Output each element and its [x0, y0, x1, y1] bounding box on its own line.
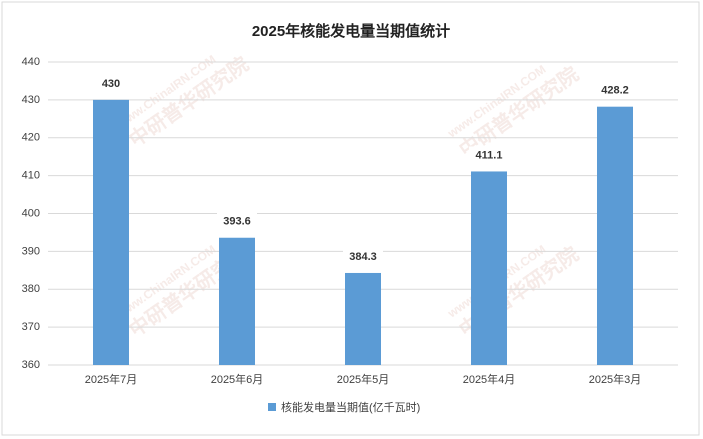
value-label: 430 — [102, 78, 120, 90]
value-label-bg — [217, 212, 257, 229]
x-tick-label: 2025年3月 — [589, 372, 642, 386]
legend-label: 核能发电量当期值(亿千瓦时) — [281, 400, 420, 414]
y-tick-label: 420 — [22, 132, 40, 144]
value-label: 428.2 — [601, 85, 629, 97]
y-tick-label: 370 — [22, 321, 40, 333]
value-label-bg — [469, 146, 509, 163]
y-tick-label: 400 — [22, 207, 40, 219]
bar — [219, 237, 255, 365]
y-tick-label: 380 — [22, 283, 40, 295]
y-tick-label: 390 — [22, 245, 40, 257]
value-label: 384.3 — [349, 251, 377, 263]
x-tick-label: 2025年7月 — [85, 372, 138, 386]
bar — [597, 106, 633, 365]
x-tick-label: 2025年6月 — [211, 372, 264, 386]
value-label: 393.6 — [223, 216, 251, 228]
x-tick-label: 2025年4月 — [463, 372, 516, 386]
value-label: 411.1 — [476, 149, 503, 161]
y-tick-label: 360 — [22, 359, 40, 371]
legend-swatch — [268, 403, 276, 411]
x-tick-label: 2025年5月 — [337, 372, 390, 386]
y-tick-label: 440 — [22, 56, 40, 68]
bar — [345, 272, 381, 365]
value-label-bg — [595, 81, 635, 98]
value-label-bg — [91, 74, 131, 91]
y-tick-label: 430 — [22, 94, 40, 106]
y-tick-label: 410 — [22, 170, 40, 182]
bar — [93, 99, 129, 365]
bar — [471, 171, 507, 365]
value-label-bg — [343, 247, 383, 264]
chart-title: 2025年核能发电量当期值统计 — [252, 22, 450, 40]
